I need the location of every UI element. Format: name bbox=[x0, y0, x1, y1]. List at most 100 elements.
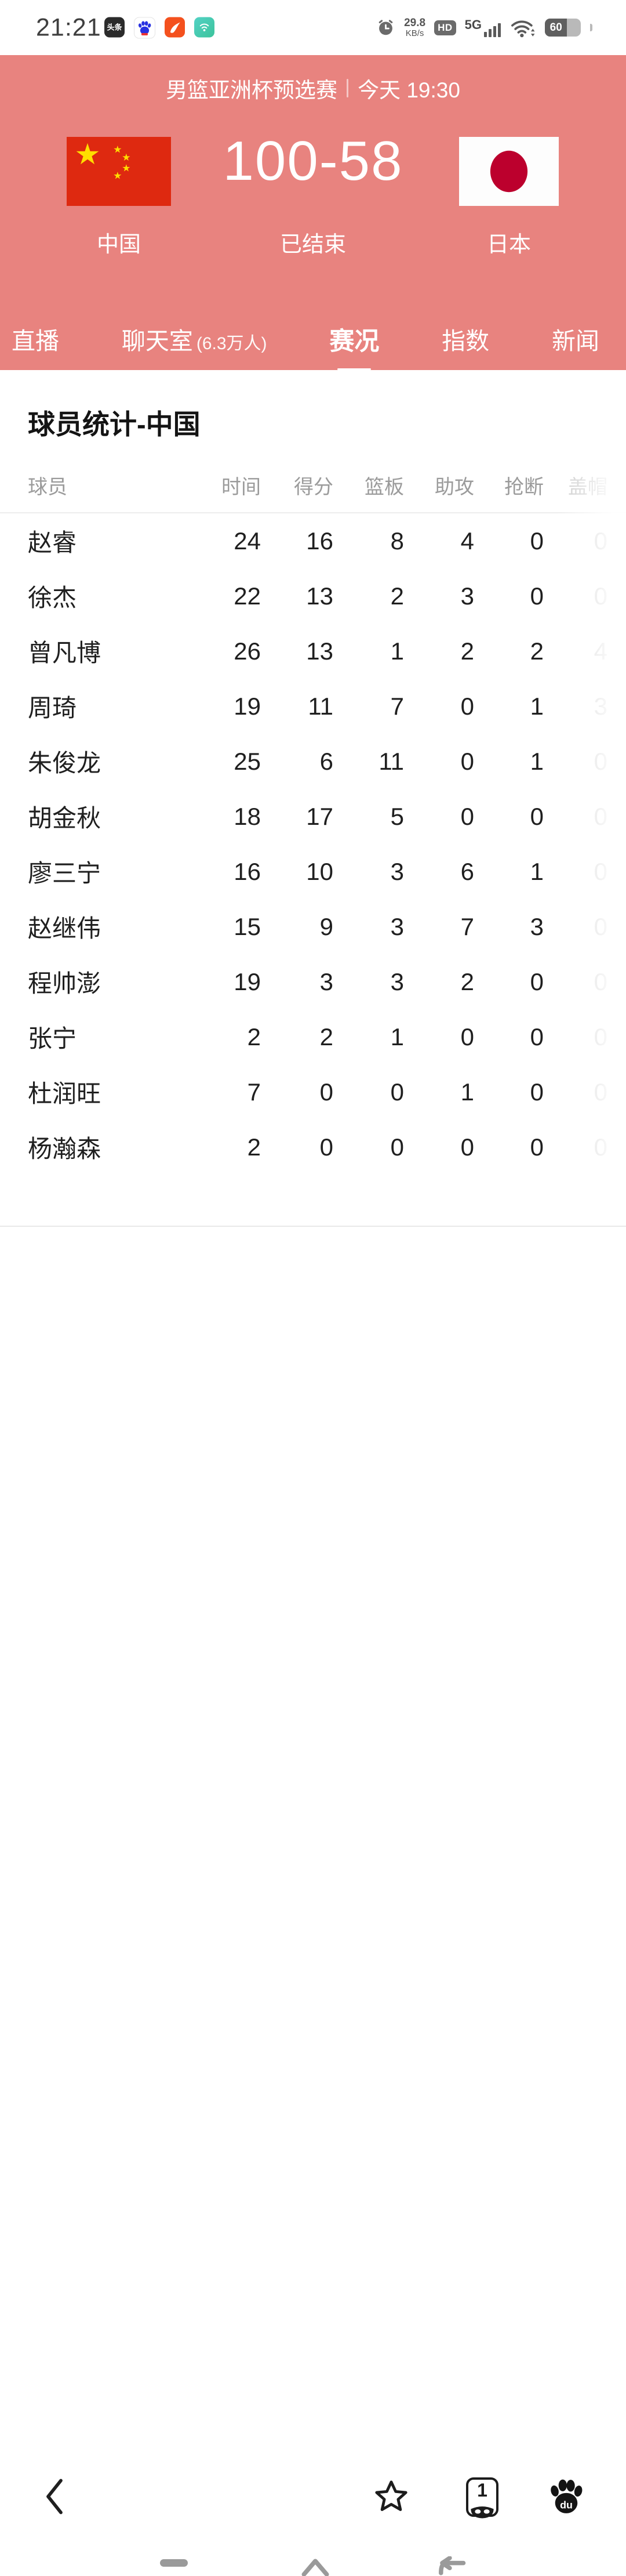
blocks-cell: 0 bbox=[594, 857, 607, 885]
steals-cell: 1 bbox=[530, 747, 544, 775]
minutes-cell: 26 bbox=[234, 637, 261, 665]
favorite-star-icon[interactable] bbox=[371, 2477, 412, 2517]
window-count-icon[interactable]: 1 bbox=[466, 2477, 498, 2519]
blocks-cell: 0 bbox=[594, 1023, 607, 1050]
player-name-cell: 杨瀚森 bbox=[28, 1135, 101, 1162]
chatroom-count: (6.3万人) bbox=[196, 334, 267, 353]
mask-icon bbox=[471, 2506, 494, 2519]
blocks-cell: 0 bbox=[594, 527, 607, 555]
assists-cell: 0 bbox=[460, 747, 474, 775]
tab-news[interactable]: 新闻 bbox=[552, 328, 599, 354]
toutiao-app-icon: 头条 bbox=[104, 17, 125, 37]
system-back-button[interactable] bbox=[435, 2556, 467, 2576]
player-name-cell: 赵继伟 bbox=[28, 915, 101, 942]
baidu-home-icon[interactable]: du bbox=[546, 2477, 587, 2516]
player-name-cell: 程帅澎 bbox=[28, 970, 101, 997]
table-row: 杜润旺 7 0 0 1 0 0 bbox=[0, 1064, 626, 1119]
player-name-cell: 周琦 bbox=[28, 694, 77, 722]
minutes-cell: 2 bbox=[247, 1133, 261, 1161]
points-cell: 17 bbox=[306, 802, 333, 830]
rebounds-cell: 0 bbox=[390, 1133, 404, 1161]
player-stats-table: 球员 时间 得分 篮板 助攻 抢断 盖帽 赵睿 24 16 8 4 0 0 徐杰… bbox=[0, 458, 626, 1175]
assists-cell: 0 bbox=[460, 802, 474, 830]
match-title: 男篮亚洲杯预选赛 今天 19:30 bbox=[0, 73, 626, 104]
wifi-icon bbox=[511, 20, 535, 37]
minutes-cell: 7 bbox=[247, 1078, 261, 1106]
assists-cell: 2 bbox=[460, 637, 474, 665]
minutes-cell: 19 bbox=[234, 692, 261, 720]
minutes-cell: 19 bbox=[234, 968, 261, 995]
player-name-cell: 朱俊龙 bbox=[28, 749, 101, 777]
points-cell: 10 bbox=[306, 857, 333, 885]
blocks-cell: 0 bbox=[594, 747, 607, 775]
blocks-cell: 4 bbox=[594, 637, 607, 665]
player-name-cell: 杜润旺 bbox=[28, 1080, 101, 1107]
back-icon[interactable] bbox=[42, 2477, 67, 2516]
table-row: 胡金秋 18 17 5 0 0 0 bbox=[0, 789, 626, 844]
battery-icon: 60 bbox=[545, 19, 581, 37]
tab-match-status[interactable]: 赛况 bbox=[329, 310, 379, 370]
rebounds-cell: 2 bbox=[390, 582, 404, 610]
points-cell: 2 bbox=[319, 1023, 333, 1050]
rebounds-cell: 3 bbox=[390, 968, 404, 995]
points-cell: 13 bbox=[306, 637, 333, 665]
points-cell: 0 bbox=[319, 1133, 333, 1161]
assists-cell: 3 bbox=[460, 582, 474, 610]
status-bar: 21:21 头条 bbox=[0, 0, 626, 55]
points-cell: 11 bbox=[308, 692, 333, 720]
alarm-icon bbox=[378, 20, 393, 35]
active-tab-indicator bbox=[337, 368, 372, 370]
points-cell: 0 bbox=[319, 1078, 333, 1106]
steals-cell: 0 bbox=[530, 1023, 544, 1050]
table-row: 赵继伟 15 9 3 7 3 0 bbox=[0, 899, 626, 954]
blocks-cell: 0 bbox=[594, 912, 607, 940]
col-blocks: 盖帽 bbox=[568, 476, 607, 498]
rebounds-cell: 3 bbox=[390, 857, 404, 885]
minutes-cell: 25 bbox=[234, 747, 261, 775]
tab-bar: 直播 聊天室 (6.3万人) 赛况 指数 新闻 bbox=[0, 310, 626, 370]
match-score: 100-58 bbox=[223, 130, 403, 192]
home-team-name: 中国 bbox=[96, 233, 141, 257]
tab-odds[interactable]: 指数 bbox=[442, 328, 490, 354]
assists-cell: 1 bbox=[460, 1078, 474, 1106]
tab-chatroom[interactable]: 聊天室 (6.3万人) bbox=[121, 328, 267, 354]
minutes-cell: 18 bbox=[234, 802, 261, 830]
window-count-badge: 1 bbox=[477, 2480, 487, 2501]
steals-cell: 0 bbox=[530, 527, 544, 555]
system-home-button[interactable] bbox=[301, 2556, 329, 2576]
table-row: 曾凡博 26 13 1 2 2 4 bbox=[0, 624, 626, 679]
points-cell: 16 bbox=[306, 527, 333, 555]
signal-bars-icon bbox=[484, 23, 501, 37]
steals-cell: 2 bbox=[530, 637, 544, 665]
minutes-cell: 2 bbox=[247, 1023, 261, 1050]
minutes-cell: 22 bbox=[234, 582, 261, 610]
table-row: 张宁 2 2 1 0 0 0 bbox=[0, 1009, 626, 1064]
rebounds-cell: 3 bbox=[390, 912, 404, 940]
rebounds-cell: 1 bbox=[390, 637, 404, 665]
player-name-cell: 胡金秋 bbox=[28, 805, 101, 832]
rebounds-cell: 7 bbox=[390, 692, 404, 720]
assists-cell: 2 bbox=[460, 968, 474, 995]
clock-time: 21:21 bbox=[36, 13, 101, 41]
svg-text:du: du bbox=[560, 2499, 573, 2511]
japan-flag bbox=[459, 137, 559, 206]
table-row: 程帅澎 19 3 3 2 0 0 bbox=[0, 954, 626, 1009]
stats-table-body: 赵睿 24 16 8 4 0 0 徐杰 22 13 2 3 0 0 曾凡博 26… bbox=[0, 513, 626, 1175]
stats-section-title: 球员统计-中国 bbox=[28, 409, 201, 440]
system-menu-button[interactable] bbox=[160, 2559, 188, 2567]
player-name-cell: 徐杰 bbox=[28, 584, 77, 611]
assists-cell: 7 bbox=[460, 912, 474, 940]
tab-live[interactable]: 直播 bbox=[12, 328, 59, 354]
steals-cell: 0 bbox=[530, 1133, 544, 1161]
player-name-cell: 张宁 bbox=[28, 1025, 77, 1052]
points-cell: 6 bbox=[319, 747, 333, 775]
assists-cell: 0 bbox=[460, 692, 474, 720]
wireless-glyph bbox=[199, 23, 209, 31]
table-row: 赵睿 24 16 8 4 0 0 bbox=[0, 513, 626, 568]
col-minutes: 时间 bbox=[221, 476, 261, 498]
match-header: 男篮亚洲杯预选赛 今天 19:30 100-58 中国 已结束 日本 直播 聊天… bbox=[0, 55, 626, 370]
blocks-cell: 3 bbox=[594, 692, 607, 720]
title-separator bbox=[347, 79, 349, 97]
steals-cell: 3 bbox=[530, 912, 544, 940]
table-row: 杨瀚森 2 0 0 0 0 0 bbox=[0, 1119, 626, 1175]
